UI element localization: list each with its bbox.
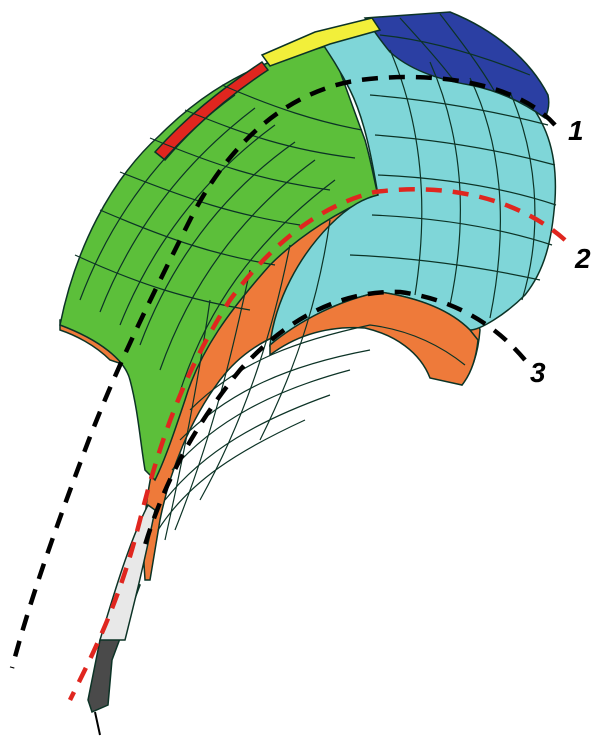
guide-curve-1 [9,74,557,669]
orange-wedge [269,291,479,386]
green-region [59,44,379,482]
curve-label-1: 1 [568,115,584,146]
mesh-grid [74,13,557,541]
yellow-patch [260,17,382,67]
curve-label-3: 3 [530,357,546,388]
guide-curve-3 [142,289,527,546]
tool-tip [94,711,101,736]
curve-label-2: 2 [574,243,591,274]
guide-curve-2 [67,187,567,702]
